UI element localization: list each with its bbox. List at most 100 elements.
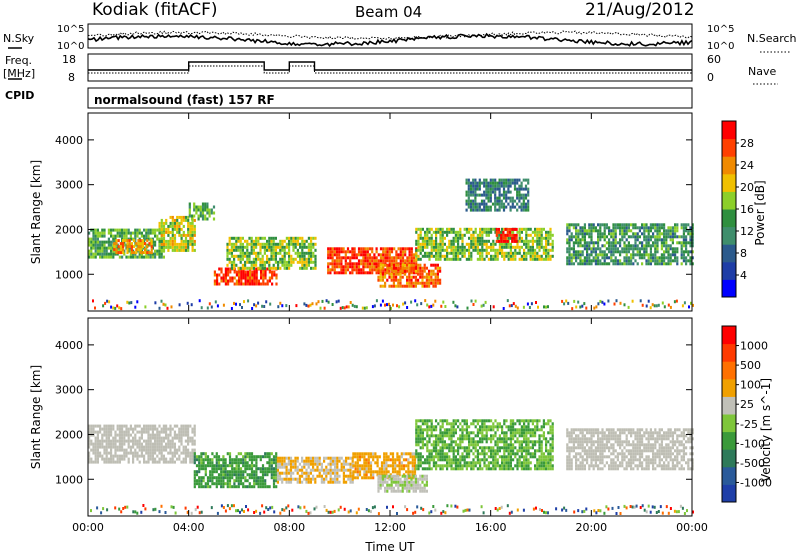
scatter-cell [191, 460, 194, 464]
scatter-cell [240, 276, 243, 280]
scatter-cell [110, 439, 113, 443]
scatter-cell [487, 196, 490, 200]
scatter-cell [654, 256, 657, 260]
scatter-cell [278, 477, 282, 481]
scatter-cell [577, 241, 580, 245]
scatter-cell [233, 467, 236, 471]
scatter-cell [169, 424, 172, 428]
scatter-cell [277, 242, 280, 246]
scatter-cell [248, 455, 251, 459]
scatter-cell [579, 259, 582, 263]
scatter-cell [531, 248, 534, 252]
scatter-cell [99, 451, 102, 455]
scatter-cell [94, 243, 97, 247]
scatter-cell [636, 235, 639, 239]
scatter-cell [419, 464, 422, 468]
scatter-cell [246, 455, 249, 459]
scatter-cell [643, 238, 646, 242]
near-range-cell [434, 299, 437, 303]
scatter-cell [627, 247, 630, 251]
scatter-cell [411, 452, 414, 456]
scatter-cell [410, 278, 413, 282]
scatter-cell [476, 419, 479, 423]
scatter-cell [489, 187, 492, 191]
scatter-cell [220, 276, 223, 280]
scatter-cell [402, 458, 406, 462]
scatter-cell [206, 455, 210, 459]
scatter-cell [481, 440, 484, 444]
scatter-cell [244, 485, 247, 489]
power-x-ticks [87, 113, 693, 311]
scatter-cell [235, 270, 238, 274]
scatter-cell [511, 196, 514, 200]
scatter-cell [498, 190, 501, 194]
scatter-cell [415, 431, 418, 435]
scatter-cell [394, 461, 397, 465]
scatter-cell [384, 253, 387, 257]
scatter-cell [206, 202, 209, 206]
scatter-cell [305, 263, 308, 267]
scatter-cell [252, 251, 255, 255]
scatter-cell [193, 448, 196, 452]
scatter-cell [509, 257, 512, 261]
scatter-cell [654, 223, 657, 227]
scatter-cell [501, 254, 504, 258]
scatter-cell [406, 483, 409, 487]
scatter-cell [671, 250, 674, 254]
scatter-cell [125, 427, 128, 431]
scatter-cell [408, 256, 411, 260]
scatter-cell [244, 461, 247, 465]
scatter-cell [171, 427, 174, 431]
near-range-cell [470, 299, 473, 303]
scatter-cell [409, 452, 412, 456]
scatter-cell [248, 254, 251, 258]
scatter-cell [274, 242, 277, 246]
scatter-cell [202, 476, 205, 480]
scatter-cell [476, 428, 479, 432]
scatter-cell [307, 245, 310, 249]
scatter-cell [439, 464, 442, 468]
scatter-cell [426, 242, 429, 246]
scatter-cell [305, 266, 308, 270]
scatter-cell [415, 440, 418, 444]
scatter-cell [568, 259, 571, 263]
scatter-cell [647, 262, 650, 266]
scatter-cell [140, 255, 143, 259]
scatter-cell [160, 439, 163, 443]
scatter-cell [226, 485, 229, 489]
scatter-cell [470, 233, 473, 237]
scatter-cell [682, 244, 685, 248]
scatter-cell [208, 214, 211, 218]
scatter-cell [454, 245, 457, 249]
scatter-cell [498, 437, 501, 441]
scatter-cell [435, 236, 438, 240]
scatter-cell [434, 263, 437, 267]
scatter-cell [472, 190, 475, 194]
scatter-cell [283, 477, 286, 481]
scatter-cell [485, 428, 488, 432]
scatter-cell [413, 467, 417, 471]
near-range-cell [114, 306, 117, 310]
scatter-cell [268, 236, 271, 240]
scatter-cell [430, 428, 433, 432]
scatter-cell [465, 431, 468, 435]
scatter-cell [495, 233, 498, 237]
scatter-cell [439, 254, 442, 258]
scatter-cell [377, 253, 380, 257]
scatter-cell [140, 436, 143, 440]
scatter-cell [187, 233, 190, 237]
scatter-cell [162, 224, 166, 228]
scatter-cell [507, 196, 510, 200]
scatter-cell [408, 284, 411, 288]
scatter-cell [483, 428, 486, 432]
scatter-cell [250, 248, 253, 252]
scatter-cell [452, 446, 455, 450]
scatter-cell [660, 256, 663, 260]
scatter-cell [487, 233, 490, 237]
near-range-cell [343, 306, 346, 310]
scatter-cell [691, 250, 694, 254]
scatter-cell [289, 465, 293, 469]
scatter-cell [492, 422, 495, 426]
scatter-cell [239, 251, 242, 255]
scatter-cell [101, 246, 104, 250]
